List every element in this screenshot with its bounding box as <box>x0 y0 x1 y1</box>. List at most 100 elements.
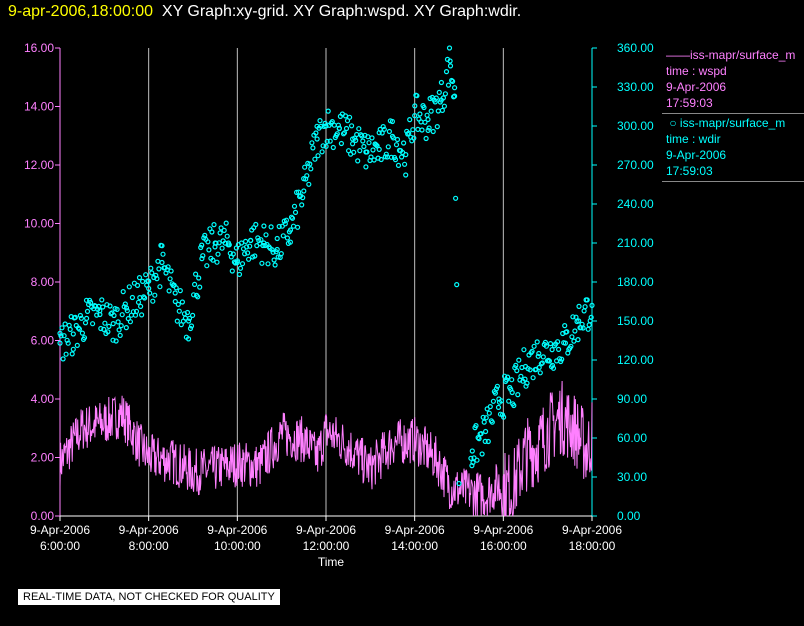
wdir-point <box>188 323 195 329</box>
wdir-point <box>430 128 436 135</box>
wdir-point <box>338 140 344 147</box>
wdir-point <box>481 419 487 425</box>
wdir-point <box>309 140 315 146</box>
wdir-point <box>479 451 485 457</box>
wdir-point <box>378 156 384 163</box>
wdir-point <box>433 95 439 101</box>
wdir-point <box>149 270 155 276</box>
wdir-point <box>564 329 570 335</box>
wdir-point <box>419 127 425 133</box>
wdir-point <box>272 262 278 268</box>
wdir-point <box>82 320 89 326</box>
wdir-point <box>179 299 185 305</box>
wdir-point <box>258 237 264 243</box>
legend-divider <box>662 181 804 182</box>
wdir-point <box>486 410 492 416</box>
wdir-point <box>247 243 253 249</box>
left-tick-label: 0.00 <box>31 509 55 523</box>
x-tick-date: 9-Apr-2006 <box>473 523 533 537</box>
wdir-point <box>504 377 510 383</box>
wdir-point <box>72 314 78 320</box>
wdir-point <box>172 298 178 305</box>
right-tick-label: 180.00 <box>617 275 654 289</box>
wdir-point <box>229 268 235 274</box>
wdir-point <box>136 275 143 281</box>
legend-wdir-date: 9-Apr-2006 <box>666 148 727 162</box>
wdir-point <box>175 301 181 307</box>
wdir-point <box>195 294 201 300</box>
wdir-point <box>315 153 321 159</box>
wdir-point <box>425 116 431 123</box>
x-tick-date: 9-Apr-2006 <box>207 523 267 537</box>
x-tick-date: 9-Apr-2006 <box>119 523 179 537</box>
legend-wspd-series: ——iss-mapr/surface_m <box>666 48 796 62</box>
wdir-point <box>105 329 111 335</box>
wdir-point <box>421 104 427 111</box>
wdir-point <box>289 215 296 221</box>
wdir-point <box>522 363 529 370</box>
wdir-point <box>549 347 555 353</box>
wdir-point <box>584 297 590 303</box>
wdir-point <box>529 348 535 354</box>
wdir-point <box>586 322 592 328</box>
wdir-point <box>478 431 484 437</box>
wdir-point <box>237 265 244 271</box>
wdir-point <box>119 312 125 318</box>
wdir-point <box>81 335 88 341</box>
wdir-point <box>134 282 141 288</box>
wdir-point <box>543 343 550 349</box>
wdir-point <box>516 357 522 363</box>
wdir-point <box>123 305 130 311</box>
wdir-point <box>394 136 401 143</box>
left-tick-label: 4.00 <box>31 392 55 406</box>
wdir-point <box>186 315 193 321</box>
wdir-point <box>438 97 444 103</box>
wdir-point <box>57 330 63 336</box>
wdir-point <box>248 237 254 243</box>
wdir-point <box>127 319 133 325</box>
wdir-point <box>522 376 528 382</box>
wdir-point <box>301 188 307 194</box>
wdir-point <box>474 457 480 463</box>
wdir-point <box>155 258 161 264</box>
x-axis-label: Time <box>318 555 345 569</box>
wdir-point <box>186 318 192 324</box>
wdir-point <box>160 251 166 257</box>
wdir-point <box>292 209 299 215</box>
wdir-point <box>505 374 511 380</box>
wdir-point <box>61 333 67 339</box>
wdir-point <box>113 338 119 344</box>
x-tick-time: 8:00:00 <box>129 539 169 553</box>
x-axis-ticks: 9-Apr-2006 6:00:00 9-Apr-2006 8:00:00 9-Apr-… <box>30 516 622 553</box>
legend-wspd-date: 9-Apr-2006 <box>666 80 727 94</box>
wdir-point <box>506 398 512 404</box>
wdir-point <box>77 312 84 319</box>
wdir-point <box>245 250 251 256</box>
wdir-point <box>424 112 430 118</box>
wdir-point <box>110 321 116 327</box>
right-tick-label: 90.00 <box>617 392 647 406</box>
wdir-point <box>157 284 163 290</box>
wdir-point <box>215 251 221 257</box>
wdir-point <box>468 455 474 461</box>
wdir-point <box>336 126 342 132</box>
wdir-point <box>234 259 240 266</box>
wdir-point <box>268 224 274 230</box>
left-tick-label: 8.00 <box>31 275 55 289</box>
wdir-point <box>380 123 386 130</box>
wdir-point <box>524 380 530 386</box>
wdir-point <box>445 82 452 88</box>
wdir-point <box>536 364 542 371</box>
wdir-point <box>562 323 568 329</box>
wdir-point <box>196 275 202 281</box>
wdir-point <box>363 149 369 155</box>
wdir-point <box>581 308 587 314</box>
wdir-point <box>395 162 402 168</box>
wdir-point <box>534 339 540 345</box>
wdir-point <box>450 78 456 85</box>
wdir-point <box>236 271 243 277</box>
wdir-point <box>283 217 289 223</box>
wdir-point <box>274 246 280 253</box>
wdir-point <box>306 181 312 187</box>
wdir-point <box>78 315 85 321</box>
